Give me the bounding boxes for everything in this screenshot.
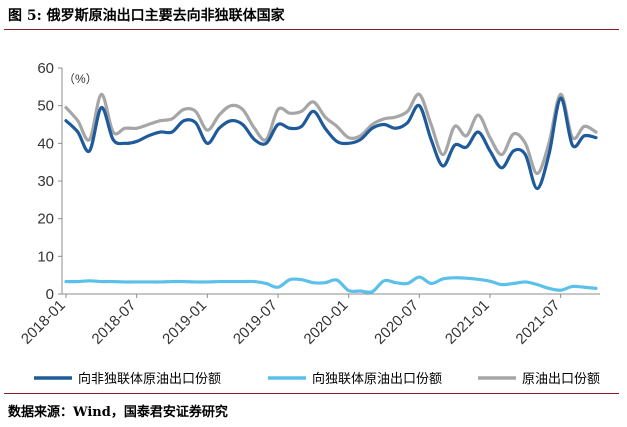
x-tick-label: 2019-01 xyxy=(159,297,210,348)
series-line-a6a6a6 xyxy=(64,92,598,176)
y-tick-label: 30 xyxy=(37,173,54,190)
legend: 向非独联体原油出口份额 向独联体原油出口份额 原油出口份额 xyxy=(34,371,600,387)
y-tick-label: 20 xyxy=(37,211,54,228)
x-tick-label: 2021-01 xyxy=(442,297,493,348)
y-tick-label: 40 xyxy=(37,135,54,152)
source-note: 数据来源：Wind，国泰君安证券研究 xyxy=(8,405,228,420)
chart-axes xyxy=(58,67,600,298)
x-tick-label: 2020-01 xyxy=(301,297,352,348)
y-unit-label: （%） xyxy=(63,72,98,86)
legend-label: 原油出口份额 xyxy=(522,372,600,387)
y-tick-labels: 0 10 20 30 40 50 60 xyxy=(37,60,54,303)
x-tick-label: 2019-07 xyxy=(230,297,281,348)
legend-label: 向独联体原油出口份额 xyxy=(312,371,442,387)
x-tick-label: 2020-07 xyxy=(371,297,422,348)
y-tick-label: 0 xyxy=(46,286,54,303)
legend-label: 向非独联体原油出口份额 xyxy=(78,371,221,387)
y-tick-label: 10 xyxy=(37,248,54,265)
x-tick-label: 2021-07 xyxy=(513,297,564,348)
x-tick-labels: 2018-01 2018-07 2019-01 2019-07 2020-01 2020-… xyxy=(18,297,564,348)
source-rule xyxy=(4,393,619,394)
figure-title: 图 5: 俄罗斯原油出口主要去向非独联体国家 xyxy=(8,8,285,24)
x-tick-label: 2018-07 xyxy=(89,297,140,348)
series-line-1f5b9a xyxy=(64,96,598,191)
series-line-5bc0ea xyxy=(64,275,598,294)
series-lines xyxy=(64,92,598,294)
y-tick-label: 50 xyxy=(37,98,54,115)
x-tick-label: 2018-01 xyxy=(18,297,69,348)
y-tick-label: 60 xyxy=(37,60,54,77)
title-rule xyxy=(4,29,619,30)
